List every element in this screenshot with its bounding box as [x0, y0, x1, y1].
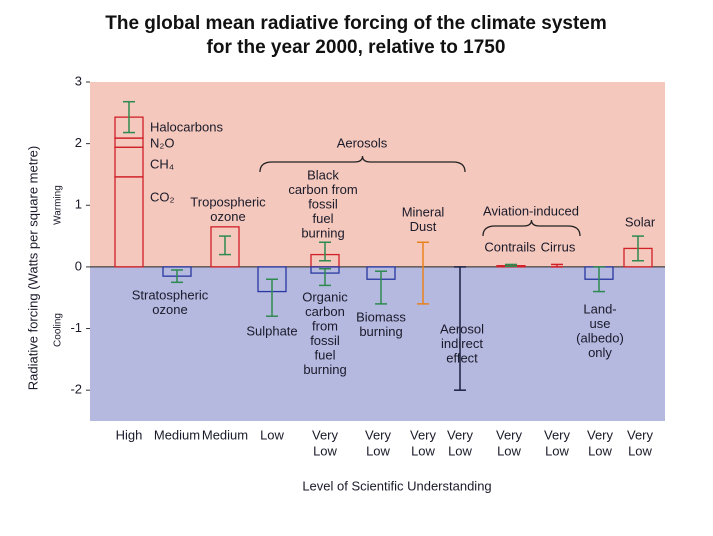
error-bar	[551, 263, 563, 268]
bar	[210, 226, 240, 268]
forcing-label: Stratospheric	[132, 287, 209, 302]
y-tick-label: -1	[70, 320, 82, 335]
forcing-label: Contrails	[484, 239, 536, 254]
forcing-label: (albedo)	[576, 330, 624, 345]
forcing-label: ozone	[152, 302, 187, 317]
chart-title: for the year 2000, relative to 1750	[207, 37, 506, 58]
forcing-label: carbon	[305, 304, 345, 319]
error-bar	[505, 263, 517, 268]
forcing-label: Sulphate	[246, 323, 297, 338]
forcing-label: burning	[303, 362, 346, 377]
forcing-label: Land-	[583, 301, 616, 316]
understanding-label: Low	[628, 443, 652, 458]
segment-label: Halocarbons	[150, 119, 223, 134]
understanding-label: Very	[410, 427, 437, 442]
x-axis-label: Level of Scientific Understanding	[302, 478, 491, 493]
forcing-label: Biomass	[356, 309, 406, 324]
cooling-label: Cooling	[53, 313, 64, 347]
y-axis-label: Radiative forcing (Watts per square metr…	[25, 146, 40, 390]
forcing-label: from	[312, 318, 338, 333]
y-tick-label: -2	[70, 382, 82, 397]
cooling-background	[90, 266, 665, 421]
forcing-label: Tropospheric	[190, 194, 266, 209]
error-bar	[632, 235, 644, 262]
error-bar	[319, 241, 331, 262]
forcing-label: Dust	[410, 219, 437, 234]
forcing-label: carbon from	[288, 182, 357, 197]
forcing-label: Organic	[302, 289, 348, 304]
error-bar	[417, 241, 429, 305]
forcing-label: fuel	[313, 211, 334, 226]
understanding-label: Low	[313, 443, 337, 458]
forcing-label: Black	[307, 167, 339, 182]
segment-label: CH₄	[150, 156, 174, 171]
group-label: Aerosols	[337, 135, 388, 150]
error-bar	[593, 266, 605, 293]
understanding-label: Very	[627, 427, 654, 442]
forcing-label: burning	[359, 324, 402, 339]
forcing-label: Solar	[625, 214, 656, 229]
forcing-label: ozone	[210, 209, 245, 224]
y-tick-label: 0	[75, 258, 82, 273]
forcing-label: only	[588, 345, 612, 360]
error-bar	[454, 266, 466, 391]
y-tick-label: 1	[75, 197, 82, 212]
forcing-label: Aerosol	[440, 321, 484, 336]
understanding-label: Very	[365, 427, 392, 442]
understanding-label: Very	[587, 427, 614, 442]
error-bar	[319, 268, 331, 287]
chart-title: The global mean radiative forcing of the…	[105, 13, 607, 34]
group-label: Aviation-induced	[483, 203, 579, 218]
y-tick-label: 2	[75, 135, 82, 150]
forcing-label: effect	[446, 350, 478, 365]
forcing-label: fuel	[315, 347, 336, 362]
forcing-label: burning	[301, 225, 344, 240]
understanding-label: Very	[312, 427, 339, 442]
understanding-label: Very	[544, 427, 571, 442]
error-bar	[266, 278, 278, 317]
forcing-label: Mineral	[402, 204, 445, 219]
error-bar	[171, 269, 183, 284]
forcing-label: fossil	[310, 333, 340, 348]
segment-label: CO₂	[150, 189, 175, 204]
understanding-label: Low	[448, 443, 472, 458]
y-tick-label: 3	[75, 73, 82, 88]
understanding-label: Low	[497, 443, 521, 458]
group-brace	[259, 155, 466, 173]
understanding-label: Medium	[202, 427, 248, 442]
group-brace	[482, 219, 581, 237]
warming-background	[90, 82, 665, 267]
forcing-label: fossil	[308, 196, 338, 211]
understanding-label: Very	[447, 427, 474, 442]
forcing-label: use	[590, 316, 611, 331]
understanding-label: Low	[411, 443, 435, 458]
understanding-label: High	[116, 427, 143, 442]
understanding-label: Low	[260, 427, 284, 442]
understanding-label: Low	[545, 443, 569, 458]
forcing-label: Cirrus	[541, 239, 576, 254]
understanding-label: Low	[588, 443, 612, 458]
error-bar	[219, 235, 231, 256]
error-bar	[375, 270, 387, 305]
error-bar	[123, 100, 135, 134]
understanding-label: Low	[366, 443, 390, 458]
segment-label: N₂O	[150, 135, 175, 150]
understanding-label: Very	[496, 427, 523, 442]
forcing-label: indirect	[441, 336, 483, 351]
understanding-label: Medium	[154, 427, 200, 442]
warming-label: Warming	[53, 185, 64, 225]
